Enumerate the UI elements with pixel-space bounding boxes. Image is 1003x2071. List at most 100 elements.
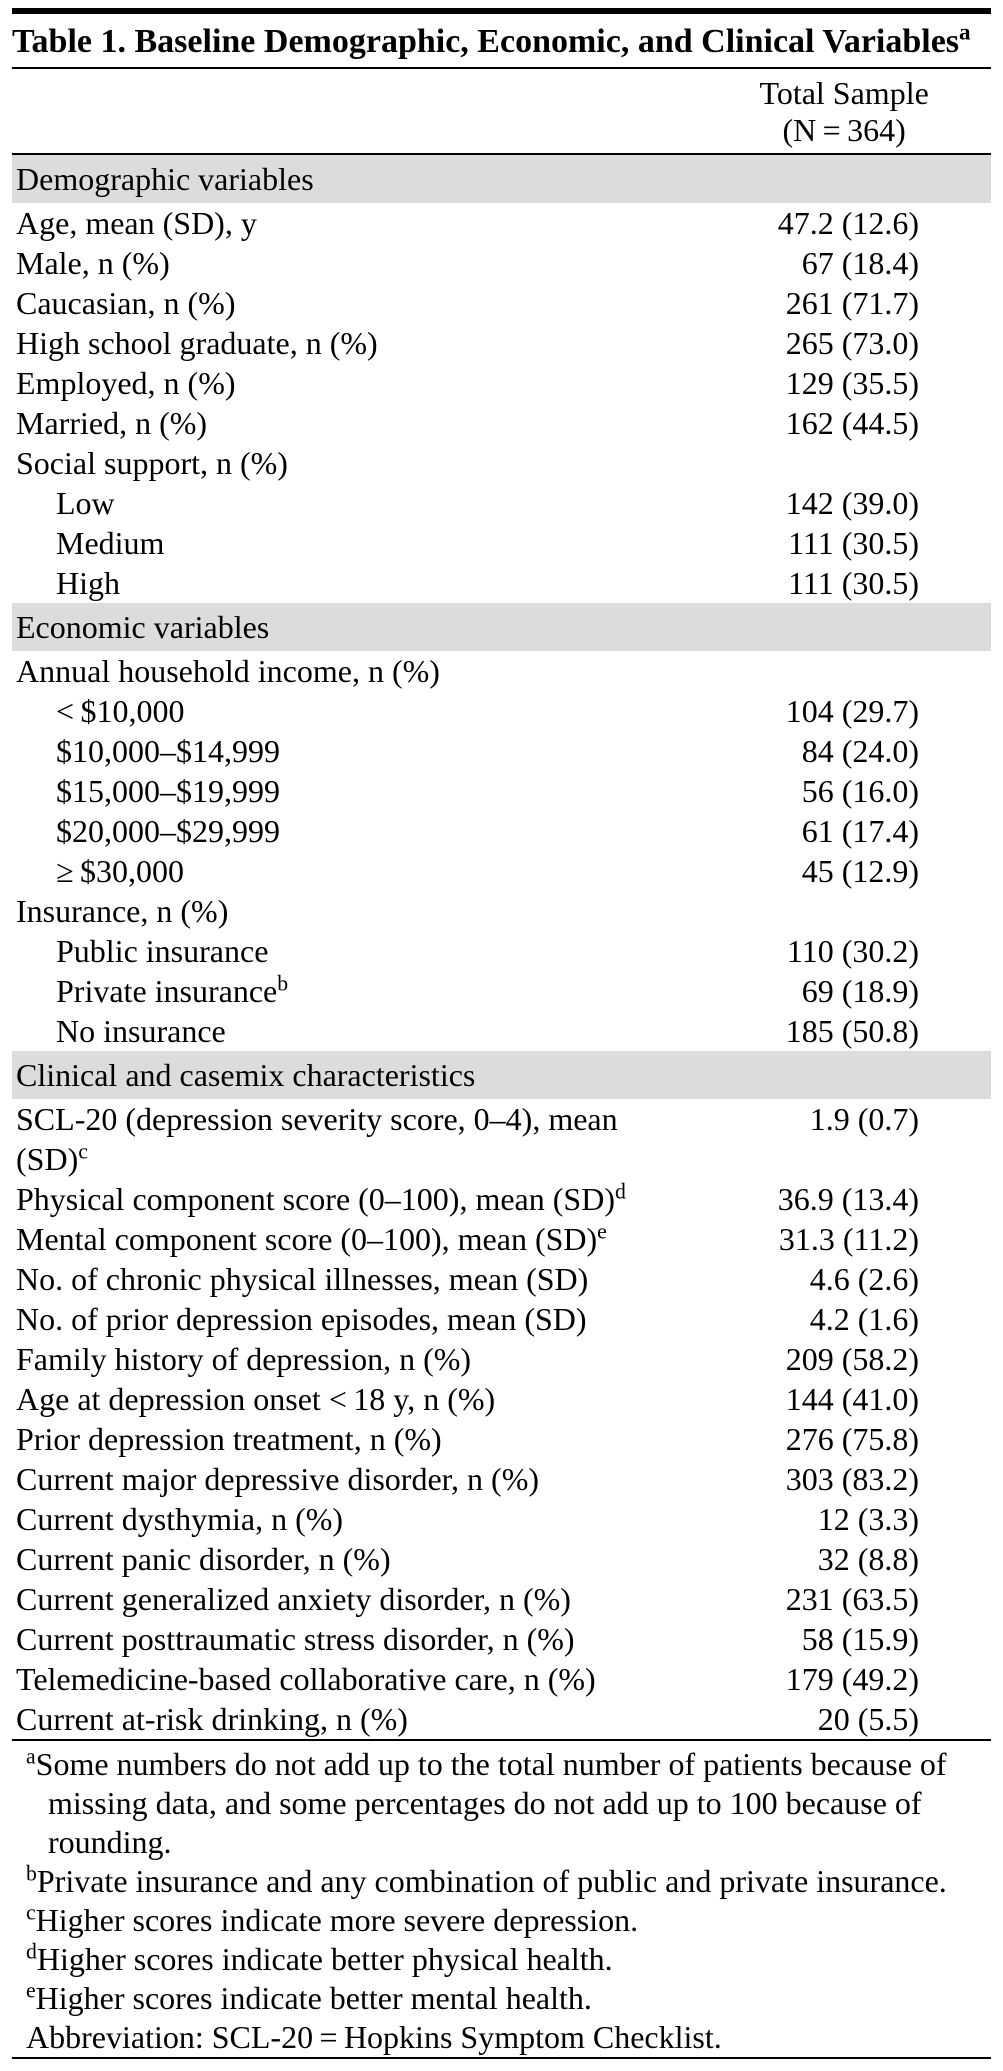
section-header: Clinical and casemix characteristics <box>12 1051 991 1099</box>
row-label-indented: Private insuranceb <box>12 971 697 1011</box>
table-row: No insurance185 (50.8) <box>12 1011 991 1051</box>
footnote-e: eHigher scores indicate better mental he… <box>12 1979 991 2018</box>
row-label-indented: $20,000–$29,999 <box>12 811 697 851</box>
label-text: Physical component score (0–100), mean (… <box>16 1181 615 1217</box>
row-value: 20 (5.5) <box>697 1699 991 1739</box>
table-row: No. of chronic physical illnesses, mean … <box>12 1259 991 1299</box>
row-value: 209 (58.2) <box>697 1339 991 1379</box>
row-label: Annual household income, n (%) <box>12 651 697 691</box>
row-value: 303 (83.2) <box>697 1459 991 1499</box>
footnote-text: Higher scores indicate better mental hea… <box>36 1980 592 2016</box>
table-row: Low142 (39.0) <box>12 483 991 523</box>
row-label: SCL-20 (depression severity score, 0–4),… <box>12 1099 697 1179</box>
table-row: Current major depressive disorder, n (%)… <box>12 1459 991 1499</box>
table-row: $15,000–$19,99956 (16.0) <box>12 771 991 811</box>
table-row: Physical component score (0–100), mean (… <box>12 1179 991 1219</box>
table-row: Current at-risk drinking, n (%)20 (5.5) <box>12 1699 991 1739</box>
row-value: 56 (16.0) <box>697 771 991 811</box>
row-label: Current at-risk drinking, n (%) <box>12 1699 697 1739</box>
footnotes: aSome numbers do not add up to the total… <box>12 1741 991 2057</box>
row-value: 104 (29.7) <box>697 691 991 731</box>
row-value: 45 (12.9) <box>697 851 991 891</box>
column-header-row: Total Sample (N = 364) <box>12 69 991 153</box>
row-label-indented: Low <box>12 483 697 523</box>
row-value <box>697 651 991 691</box>
table-row: Married, n (%)162 (44.5) <box>12 403 991 443</box>
table-row: Social support, n (%) <box>12 443 991 483</box>
row-label-indented: Medium <box>12 523 697 563</box>
row-value <box>697 443 991 483</box>
row-value: 111 (30.5) <box>697 563 991 603</box>
table-row: Male, n (%)67 (18.4) <box>12 243 991 283</box>
row-value: 32 (8.8) <box>697 1539 991 1579</box>
row-label: Current generalized anxiety disorder, n … <box>12 1579 697 1619</box>
row-value: 31.3 (11.2) <box>697 1219 991 1259</box>
table-row: Public insurance110 (30.2) <box>12 931 991 971</box>
title-text: Table 1. Baseline Demographic, Economic,… <box>12 23 959 60</box>
footnote-b: bPrivate insurance and any combination o… <box>12 1862 991 1901</box>
row-value: 58 (15.9) <box>697 1619 991 1659</box>
table-row: Telemedicine-based collaborative care, n… <box>12 1659 991 1699</box>
row-value: 142 (39.0) <box>697 483 991 523</box>
footnote-text: Higher scores indicate better physical h… <box>37 1941 613 1977</box>
table-row: ≥ $30,00045 (12.9) <box>12 851 991 891</box>
footnote-text: Some numbers do not add up to the total … <box>36 1746 947 1860</box>
row-value: 265 (73.0) <box>697 323 991 363</box>
table-row: No. of prior depression episodes, mean (… <box>12 1299 991 1339</box>
header-line2: (N = 364) <box>783 112 906 148</box>
row-label-indented: Public insurance <box>12 931 697 971</box>
row-label: Prior depression treatment, n (%) <box>12 1419 697 1459</box>
row-label: Insurance, n (%) <box>12 891 697 931</box>
section-economic: Economic variables <box>12 603 991 651</box>
row-label: Current major depressive disorder, n (%) <box>12 1459 697 1499</box>
footnote-a: aSome numbers do not add up to the total… <box>12 1745 991 1862</box>
row-label: Social support, n (%) <box>12 443 697 483</box>
table-row: Age, mean (SD), y47.2 (12.6) <box>12 203 991 243</box>
table-row: $10,000–$14,99984 (24.0) <box>12 731 991 771</box>
row-value: 84 (24.0) <box>697 731 991 771</box>
title-superscript: a <box>959 20 971 46</box>
label-superscript: e <box>597 1219 607 1243</box>
table-row: < $10,000104 (29.7) <box>12 691 991 731</box>
footnote-c: cHigher scores indicate more severe depr… <box>12 1901 991 1940</box>
row-value: 1.9 (0.7) <box>697 1099 991 1179</box>
row-label-indented: $10,000–$14,999 <box>12 731 697 771</box>
table-row: Current generalized anxiety disorder, n … <box>12 1579 991 1619</box>
row-label: No. of chronic physical illnesses, mean … <box>12 1259 697 1299</box>
row-value: 47.2 (12.6) <box>697 203 991 243</box>
row-label: Married, n (%) <box>12 403 697 443</box>
row-value: 261 (71.7) <box>697 283 991 323</box>
section-header: Economic variables <box>12 603 991 651</box>
row-label: Current panic disorder, n (%) <box>12 1539 697 1579</box>
table-row: SCL-20 (depression severity score, 0–4),… <box>12 1099 991 1179</box>
row-label: Caucasian, n (%) <box>12 283 697 323</box>
footnote-text: Private insurance and any combination of… <box>37 1863 947 1899</box>
row-label: Male, n (%) <box>12 243 697 283</box>
footnote-superscript: b <box>26 1861 37 1885</box>
footnote-text: Abbreviation: SCL-20 = Hopkins Symptom C… <box>26 2019 722 2055</box>
table-row: Prior depression treatment, n (%)276 (75… <box>12 1419 991 1459</box>
table-row: High111 (30.5) <box>12 563 991 603</box>
table-row: Mental component score (0–100), mean (SD… <box>12 1219 991 1259</box>
table-row: Private insuranceb69 (18.9) <box>12 971 991 1011</box>
row-value: 12 (3.3) <box>697 1499 991 1539</box>
row-value: 61 (17.4) <box>697 811 991 851</box>
footnote-superscript: a <box>26 1744 36 1768</box>
row-label: Age, mean (SD), y <box>12 203 697 243</box>
label-text: SCL-20 (depression severity score, 0–4),… <box>16 1101 618 1177</box>
row-label-indented: < $10,000 <box>12 691 697 731</box>
row-value: 144 (41.0) <box>697 1379 991 1419</box>
footnote-text: Higher scores indicate more severe depre… <box>36 1902 638 1938</box>
row-value: 162 (44.5) <box>697 403 991 443</box>
section-header: Demographic variables <box>12 155 991 203</box>
row-value: 231 (63.5) <box>697 1579 991 1619</box>
footnote-superscript: d <box>26 1939 37 1963</box>
row-value: 67 (18.4) <box>697 243 991 283</box>
table-row: $20,000–$29,99961 (17.4) <box>12 811 991 851</box>
row-label: Mental component score (0–100), mean (SD… <box>12 1219 697 1259</box>
table-row: Caucasian, n (%)261 (71.7) <box>12 283 991 323</box>
table-row: Annual household income, n (%) <box>12 651 991 691</box>
label-text: Mental component score (0–100), mean (SD… <box>16 1221 597 1257</box>
section-demographic: Demographic variables <box>12 155 991 203</box>
label-superscript: c <box>78 1139 88 1163</box>
